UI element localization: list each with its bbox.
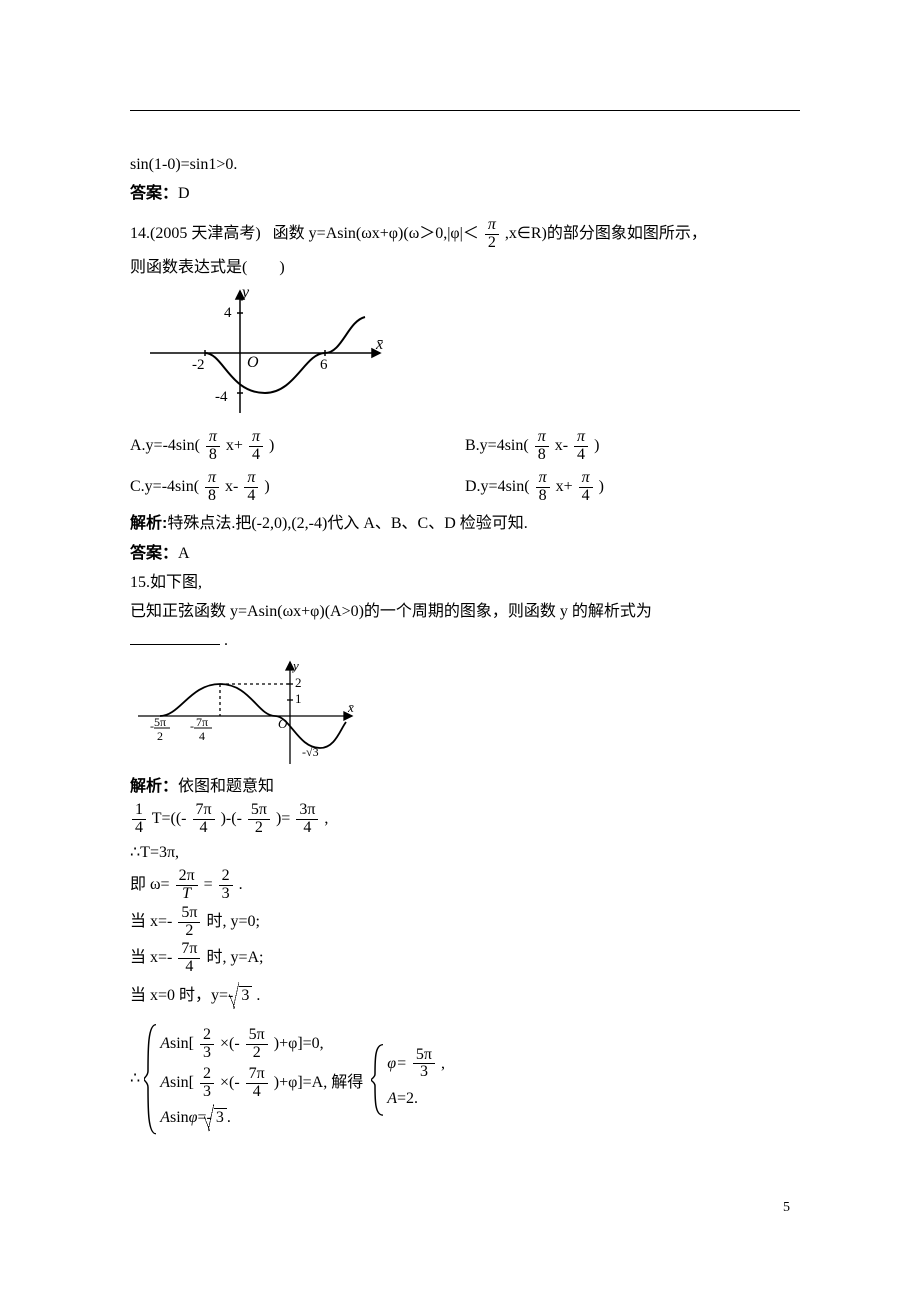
q14-option-b: B.y=4sin( π8 x- π4 ) [465,429,800,464]
q15-blank: . [130,627,800,654]
q15-step-x1: 当 x=- 5π2 时, y=0; [130,905,800,940]
q14-options-row2: C.y=-4sin( π8 x- π4 ) D.y=4sin( π8 x+ π4… [130,470,800,505]
q15-analysis-lead: 解析：依图和题意知 [130,773,800,800]
sys-row-2: Asin[ 23 ×(- 7π4 )+φ]=A, 解得 [160,1066,363,1101]
q14-option-d: D.y=4sin( π8 x+ π4 ) [465,470,800,505]
axis-x-label: x̄ [375,336,383,353]
q15-system: ∴ AAsin[sin[ 23 ×(- 5π2 )+φ]=0, Asin[ 23… [130,1023,800,1135]
page-number: 5 [130,1196,800,1220]
svg-text:2: 2 [157,729,163,743]
q15-graph-wrap: y x̄ O 1 2 - 5π 2 - 7π 4 -√3 [130,656,800,771]
answer-blank [130,644,220,645]
svg-text:-√3: -√3 [302,745,319,759]
q14-stem-line2: 则函数表达式是( ) [130,254,800,281]
q14-analysis: 解析:特殊点法.把(-2,0),(2,-4)代入 A、B、C、D 检验可知. [130,510,800,537]
svg-text:2: 2 [295,675,302,690]
q14-graph: y x̄ O 4 -4 -2 6 [130,283,390,423]
q15-number: 15.如下图, [130,569,800,596]
result-row-2: AA=2.=2. [387,1085,445,1112]
sys-row-3: Asinφ=-3. [160,1104,363,1131]
pretext-line: sin(1-0)=sin1>0. [130,151,800,178]
svg-text:4: 4 [199,729,205,743]
sqrt-icon: 3 [212,1104,227,1131]
q14-graph-wrap: y x̄ O 4 -4 -2 6 [130,283,800,423]
svg-text:5π: 5π [154,715,166,729]
brace-left-icon [144,1023,158,1135]
q14-answer: 答案：A [130,540,800,567]
svg-text:-4: -4 [215,389,228,405]
svg-text:O: O [278,716,288,731]
q15-step-x2: 当 x=- 7π4 时, y=A; [130,941,800,976]
answer-value: D [178,185,190,202]
q15-step-T: 14 T=((- 7π4 )-(- 5π2 )= 3π4 , [130,802,800,837]
svg-text:7π: 7π [196,715,208,729]
pretext-answer: 答案：D [130,180,800,207]
q14-frac-pi2: π 2 [485,217,499,252]
answer-label: 答案： [130,185,178,202]
svg-text:6: 6 [320,357,328,373]
axis-y-label: y [240,284,250,301]
svg-text:x̄: x̄ [347,700,354,715]
svg-text:y: y [291,658,299,673]
q15-step-omega: 即 ω= 2πT = 23 . [130,868,800,903]
q14-option-c: C.y=-4sin( π8 x- π4 ) [130,470,465,505]
top-rule [130,110,800,111]
q15-step-x0: 当 x=0 时，y=- 3 . [130,982,800,1009]
svg-text:-2: -2 [192,357,205,373]
q14-option-a: A.y=-4sin( π8 x+ π4 ) [130,429,465,464]
q15-stem: 已知正弦函数 y=Asin(ωx+φ)(A>0)的一个周期的图象，则函数 y 的… [130,598,800,625]
q14-stem-b: ,x∈R)的部分图象如图所示， [505,225,707,242]
q15-graph: y x̄ O 1 2 - 5π 2 - 7π 4 -√3 [130,656,360,771]
q14-stem-line1: 14.(2005 天津高考) 函数 y=Asin(ωx+φ)(ω＞0,|φ|＜ … [130,217,800,252]
svg-text:-: - [190,719,194,733]
brace-left-icon [371,1043,385,1117]
q14-number: 14.(2005 天津高考) [130,225,261,242]
sys-row-1: AAsin[sin[ 23 ×(- 5π2 )+φ]=0, [160,1027,363,1062]
q15-step-Tval: ∴T=3π, [130,839,800,866]
q14-options-row1: A.y=-4sin( π8 x+ π4 ) B.y=4sin( π8 x- π4… [130,429,800,464]
origin-label: O [247,354,259,371]
svg-text:1: 1 [295,691,302,706]
q14-stem-a: 函数 y=Asin(ωx+φ)(ω＞0,|φ|＜ [273,225,479,242]
result-row-1: φ= 5π3 , [387,1047,445,1082]
svg-text:4: 4 [224,305,232,321]
sqrt-icon: 3 [237,982,252,1009]
